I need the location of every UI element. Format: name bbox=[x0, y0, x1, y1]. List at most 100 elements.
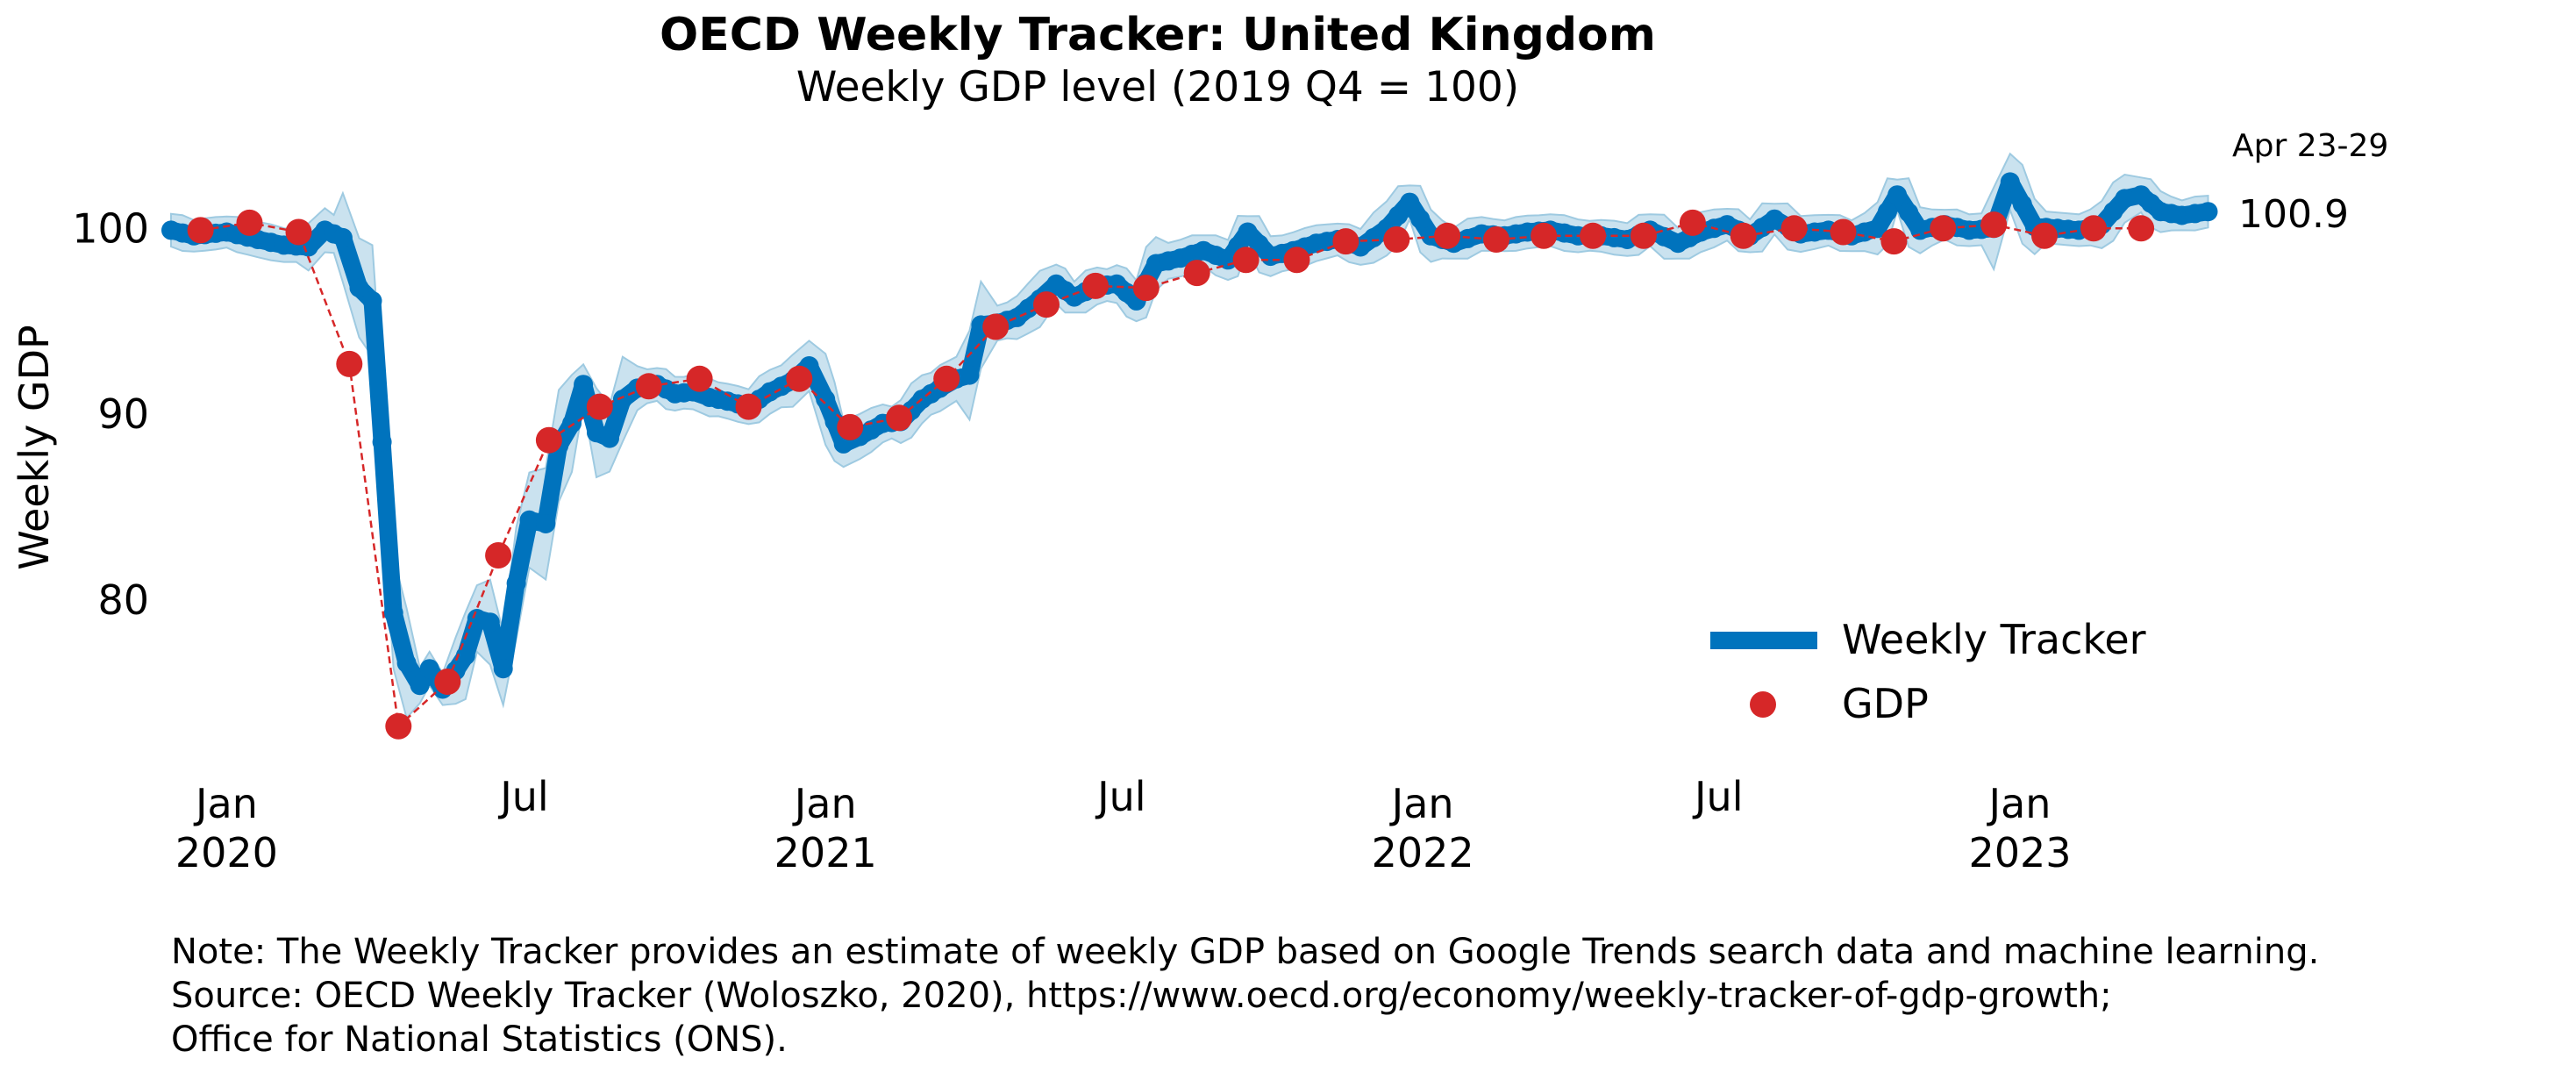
weekly-tracker-point bbox=[960, 365, 980, 385]
gdp-point bbox=[187, 217, 214, 244]
gdp-point bbox=[1730, 222, 1757, 249]
gdp-point bbox=[837, 413, 864, 440]
weekly-tracker-point bbox=[2103, 202, 2123, 222]
x-tick-year-label: 2020 bbox=[175, 829, 278, 876]
weekly-tracker-point bbox=[562, 413, 582, 433]
weekly-tracker-point bbox=[1218, 250, 1238, 270]
last-value-annotation: 100.9 bbox=[2238, 192, 2349, 237]
weekly-tracker-point bbox=[1867, 218, 1887, 239]
note-line-1: Note: The Weekly Tracker provides an est… bbox=[171, 932, 2320, 972]
weekly-tracker-point bbox=[396, 653, 417, 673]
weekly-tracker-point bbox=[493, 659, 513, 679]
weekly-tracker-point bbox=[1388, 205, 1409, 225]
x-tick-label: Jul bbox=[497, 773, 549, 820]
note-line-2: Source: OECD Weekly Tracker (Woloszko, 2… bbox=[171, 976, 2112, 1016]
weekly-tracker-point bbox=[2000, 172, 2020, 192]
gdp-point bbox=[686, 365, 713, 392]
weekly-tracker-point bbox=[410, 676, 430, 696]
gdp-point bbox=[1183, 260, 1210, 287]
gdp-point bbox=[385, 712, 412, 740]
weekly-tracker-point bbox=[372, 432, 392, 452]
weekly-tracker-point bbox=[455, 646, 475, 666]
weekly-tracker-point bbox=[362, 290, 382, 311]
gdp-point bbox=[1880, 228, 1908, 255]
x-tick-year-label: 2023 bbox=[1968, 829, 2071, 876]
weekly-tracker-point bbox=[1249, 234, 1269, 254]
chart-subtitle: Weekly GDP level (2019 Q4 = 100) bbox=[796, 63, 1519, 111]
y-tick-label: 80 bbox=[97, 576, 149, 624]
gdp-point bbox=[1930, 215, 1957, 242]
gdp-point bbox=[535, 426, 562, 454]
gdp-point bbox=[933, 365, 960, 392]
gdp-point bbox=[1232, 247, 1259, 274]
weekly-tracker-point bbox=[519, 510, 539, 530]
weekly-tracker-point bbox=[480, 612, 500, 633]
gdp-point bbox=[1980, 211, 2008, 239]
gdp-point bbox=[1283, 247, 1310, 274]
gdp-point bbox=[786, 365, 813, 392]
weekly-tracker-point bbox=[1899, 203, 1919, 223]
weekly-tracker-point bbox=[1877, 202, 1897, 222]
gdp-point bbox=[1483, 226, 1509, 253]
gdp-point bbox=[336, 350, 363, 377]
gdp-series bbox=[187, 209, 2155, 740]
x-tick-label: Jul bbox=[1095, 773, 1146, 820]
weekly-tracker-point bbox=[332, 227, 353, 247]
weekly-tracker-point bbox=[2198, 202, 2218, 222]
weekly-tracker-point bbox=[574, 375, 594, 395]
gdp-point bbox=[434, 669, 461, 695]
gdp-point bbox=[886, 404, 913, 432]
weekly-tracker-point bbox=[1887, 185, 1908, 205]
x-tick-year-label: 2022 bbox=[1372, 829, 1474, 876]
x-tick-label: Jan bbox=[792, 780, 857, 827]
legend-label-weekly-tracker: Weekly Tracker bbox=[1842, 616, 2146, 663]
gdp-point bbox=[285, 218, 312, 246]
gdp-point bbox=[1332, 228, 1359, 255]
gdp-point bbox=[1580, 222, 1607, 249]
legend: Weekly Tracker GDP bbox=[1710, 616, 2146, 727]
gdp-point bbox=[2031, 222, 2058, 249]
weekly-tracker-series bbox=[161, 172, 2218, 699]
weekly-tracker-point bbox=[536, 514, 556, 533]
weekly-tracker-point bbox=[612, 390, 632, 410]
weekly-tracker-point bbox=[600, 428, 619, 448]
gdp-point bbox=[485, 542, 512, 569]
last-week-annotation: Apr 23-29 bbox=[2232, 128, 2388, 164]
gdp-point bbox=[586, 393, 613, 420]
gdp-point bbox=[1434, 222, 1461, 249]
legend-label-gdp: GDP bbox=[1842, 680, 1929, 727]
x-tick-label: Jan bbox=[1987, 780, 2052, 827]
weekly-tracker-point bbox=[419, 659, 439, 679]
gdp-point bbox=[1383, 226, 1410, 253]
y-tick-label: 100 bbox=[72, 204, 149, 252]
weekly-tracker-point bbox=[1410, 209, 1431, 229]
legend-swatch-weekly-tracker bbox=[1710, 632, 1817, 649]
y-axis-ticks: 80 90 100 bbox=[72, 204, 149, 624]
gdp-point bbox=[982, 313, 1010, 340]
weekly-tracker-point bbox=[1238, 222, 1258, 242]
weekly-tracker-point bbox=[1400, 192, 1420, 212]
weekly-tracker-point bbox=[349, 278, 369, 298]
y-tick-label: 90 bbox=[97, 390, 149, 438]
x-tick-year-label: 2021 bbox=[774, 829, 877, 876]
gdp-line bbox=[200, 221, 2142, 729]
gdp-point bbox=[1531, 222, 1558, 249]
gdp-point bbox=[236, 209, 263, 236]
gdp-point bbox=[1132, 275, 1160, 302]
gdp-point bbox=[1780, 215, 1808, 242]
note-line-3: Office for National Statistics (ONS). bbox=[171, 1019, 788, 1060]
legend-marker-gdp bbox=[1750, 691, 1776, 718]
gdp-point bbox=[2080, 215, 2107, 242]
y-axis-label: Weekly GDP bbox=[11, 325, 58, 569]
weekly-tracker-point bbox=[506, 573, 526, 593]
chart-title: OECD Weekly Tracker: United Kingdom bbox=[660, 9, 1656, 61]
gdp-point bbox=[1630, 222, 1657, 249]
gdp-point bbox=[1830, 218, 1857, 246]
weekly-tracker-point bbox=[383, 603, 403, 623]
gdp-point bbox=[2128, 215, 2155, 242]
x-tick-label: Jan bbox=[1389, 780, 1454, 827]
gdp-point bbox=[1033, 291, 1060, 318]
x-tick-label: Jul bbox=[1692, 773, 1744, 820]
